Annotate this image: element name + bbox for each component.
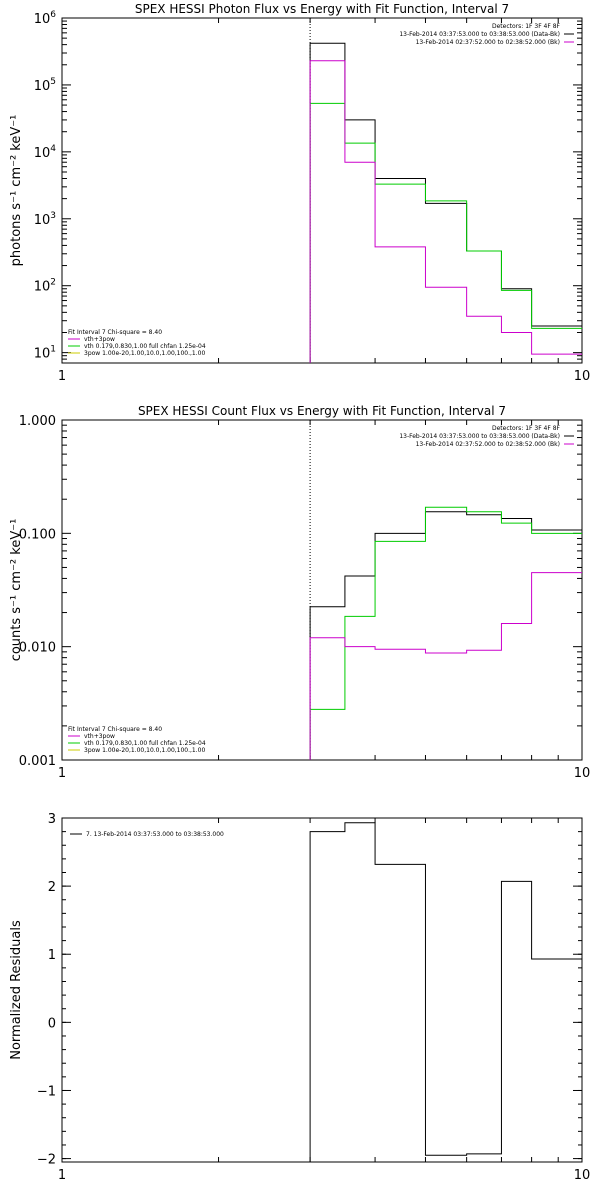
plot-frame [61, 17, 583, 364]
residuals-panel: Normalized Residuals 1 10 −2 −1 0 1 2 3 7. 13-Feb… [9, 812, 590, 1183]
y-tick-base: 10 [34, 12, 51, 27]
series-step-line-0 [309, 42, 582, 363]
y-tick-label: 106 [34, 10, 57, 27]
plot-frame [61, 419, 583, 761]
x-tick-label: 1 [58, 766, 66, 781]
x-tick-label: 1 [58, 1168, 66, 1183]
y-tick-exponent: 3 [50, 211, 56, 221]
y-tick-label: 0.010 [19, 641, 56, 656]
y-tick-exponent: 6 [50, 10, 56, 20]
series-step-line-0 [309, 511, 582, 760]
legend-entry-text: Fit Interval 7 Chi-square = 8.40 [68, 726, 162, 733]
y-tick-label: 101 [34, 345, 56, 362]
y-tick-exponent: 1 [50, 345, 56, 355]
y-tick-exponent: 5 [50, 77, 56, 87]
photon-flux-panel: SPEX HESSI Photon Flux vs Energy with Fi… [9, 2, 590, 384]
y-tick-label: 0.001 [19, 754, 56, 769]
legend-entry-text: 3pow 1.00e-20,1.00,10.0,1.00,100.,1.00 [84, 350, 205, 357]
y-tick-label: 3 [48, 812, 56, 827]
series-step-line-2 [309, 60, 582, 363]
x-tick-label: 1 [58, 369, 66, 384]
legend-entry-text: Detectors: 1F 3F 4F 8F [492, 23, 561, 30]
plot-frame [61, 817, 583, 1163]
legend-entry-text: vth 0.179,0.830,1.00 full chfan 1.25e-04 [84, 740, 206, 747]
y-tick-base: 10 [34, 280, 51, 295]
legend-entry-text: 7. 13-Feb-2014 03:37:53.000 to 03:38:53.… [86, 831, 224, 838]
count-flux-panel: SPEX HESSI Count Flux vs Energy with Fit… [9, 404, 590, 781]
legend-entry-text: vth 0.179,0.830,1.00 full chfan 1.25e-04 [84, 343, 206, 350]
y-tick-label: −1 [37, 1084, 56, 1099]
y-tick-base: 10 [34, 347, 51, 362]
y-axis-label: photons s⁻¹ cm⁻² keV⁻¹ [9, 115, 24, 267]
legend-entry-text: 13-Feb-2014 02:37:52.000 to 02:38:52.000… [416, 441, 560, 448]
y-axis-label: counts s⁻¹ cm⁻² keV⁻¹ [9, 519, 24, 662]
y-tick-base: 10 [34, 79, 51, 94]
series-step-line-2 [309, 572, 582, 760]
legend-entry-text: Detectors: 1F 3F 4F 8F [492, 425, 561, 432]
y-tick-base: 10 [34, 146, 51, 161]
y-tick-label: 103 [34, 211, 56, 228]
legend-entry-text: vth+3pow [84, 733, 115, 740]
series-step-line-1 [309, 102, 582, 363]
y-tick-exponent: 2 [50, 278, 56, 288]
legend-entry-text: 13-Feb-2014 02:37:52.000 to 02:38:52.000… [416, 39, 560, 46]
y-tick-label: 104 [34, 144, 57, 161]
series-step-line-0 [309, 822, 582, 1162]
legend-entry-text: vth+3pow [84, 336, 115, 343]
y-tick-base: 10 [34, 213, 51, 228]
legend-entry-text: 3pow 1.00e-20,1.00,10.0,1.00,100.,1.00 [84, 747, 205, 754]
chart-title: SPEX HESSI Photon Flux vs Energy with Fi… [135, 2, 509, 16]
legend-entry-text: 13-Feb-2014 03:37:53.000 to 03:38:53.000… [399, 31, 560, 38]
y-tick-label: −2 [37, 1153, 56, 1168]
legend-entry-text: Fit Interval 7 Chi-square = 8.40 [68, 329, 162, 336]
y-tick-label: 2 [48, 880, 56, 895]
y-tick-label: 0.100 [19, 527, 56, 542]
series-step-line-1 [309, 506, 582, 760]
x-tick-label: 10 [574, 766, 591, 781]
x-tick-label: 10 [574, 369, 591, 384]
y-axis-label: Normalized Residuals [9, 920, 24, 1060]
y-tick-exponent: 4 [50, 144, 56, 154]
x-tick-label: 10 [574, 1168, 591, 1183]
y-tick-label: 1 [48, 948, 56, 963]
y-tick-label: 1.000 [19, 414, 56, 429]
y-tick-label: 105 [34, 77, 56, 94]
chart-title: SPEX HESSI Count Flux vs Energy with Fit… [138, 404, 506, 418]
y-tick-label: 0 [48, 1016, 56, 1031]
legend-entry-text: 13-Feb-2014 03:37:53.000 to 03:38:53.000… [399, 433, 560, 440]
y-tick-label: 102 [34, 278, 56, 295]
